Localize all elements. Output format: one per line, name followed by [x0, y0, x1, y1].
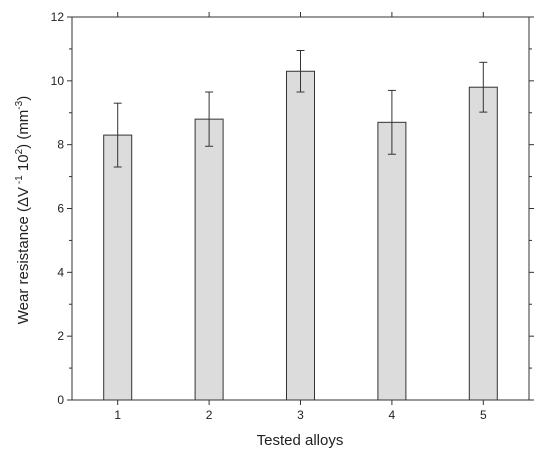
y-axis-title-sup1: -1: [14, 175, 25, 187]
bar: [194, 118, 224, 401]
bar: [377, 121, 407, 401]
y-tick-label: 6: [57, 202, 64, 216]
y-tick-label: 0: [57, 393, 64, 407]
y-tick-label: 8: [57, 138, 64, 152]
x-tick-label: 2: [206, 408, 213, 422]
bar: [286, 70, 315, 401]
error-bars: [113, 50, 488, 168]
y-axis-title-sup2: 2: [14, 148, 25, 154]
y-tick-label: 2: [57, 329, 64, 343]
x-axis-title: Tested alloys: [257, 432, 344, 449]
bars: [103, 70, 498, 401]
bar: [468, 86, 498, 401]
y-tick-label: 10: [51, 74, 65, 88]
y-axis-title-prefix: Wear resistance (ΔV: [15, 187, 32, 324]
y-axis-title-suffix: ): [15, 96, 32, 101]
y-axis-title-mid2: ) (mm: [15, 110, 32, 149]
y-axis-title-sup3: -3: [14, 100, 25, 109]
x-tick-label: 5: [480, 408, 487, 422]
bar: [103, 134, 133, 401]
y-tick-label: 4: [57, 265, 64, 279]
y-axis-ticks: 0 2 4 6 8 10 12: [51, 10, 534, 407]
y-tick-label: 12: [51, 10, 65, 24]
x-axis-ticks: 1 2 3 4 5: [114, 12, 487, 422]
y-axis-title-mid: 10: [15, 154, 32, 175]
x-tick-label: 1: [114, 408, 121, 422]
x-tick-label: 4: [389, 408, 396, 422]
y-axis-title: Wear resistance (ΔV -1 102) (mm-3): [14, 96, 32, 324]
x-tick-label: 3: [297, 408, 304, 422]
